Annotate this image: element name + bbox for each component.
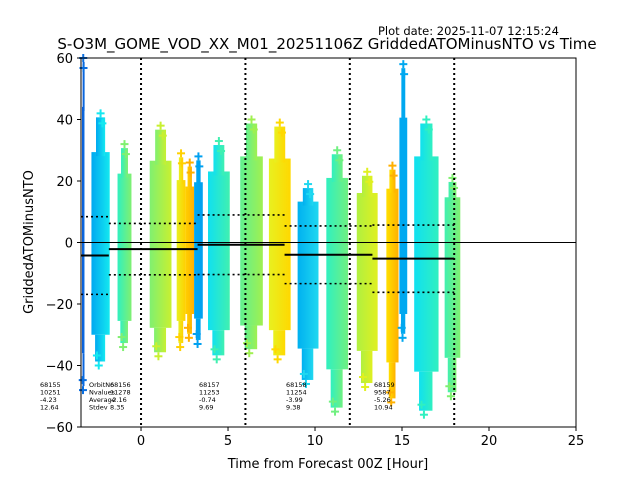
scatter-strip-tail — [401, 68, 406, 122]
chart-title: S-O3M_GOME_VOD_XX_M01_20251106Z GriddedA… — [57, 35, 596, 54]
scatter-strip-tail — [187, 166, 192, 191]
scatter-strip — [326, 177, 349, 370]
scatter-strip — [297, 201, 319, 349]
scatter-strip — [356, 192, 378, 351]
x-axis-label: Time from Forecast 00Z [Hour] — [227, 457, 429, 472]
orbit-stat-value: 68155 — [40, 381, 61, 389]
orbit-stat-value: 11278 — [110, 389, 131, 397]
scatter-strip-tail — [178, 157, 184, 185]
scatter-strip — [240, 156, 263, 326]
scatter-strip-tail — [178, 320, 184, 344]
orbit-stat-value: -5.26 — [374, 396, 391, 404]
scatter-strip-tail — [448, 181, 457, 202]
stat-row-label: Average — [89, 396, 116, 404]
scatter-strip-tail — [388, 362, 396, 399]
orbit-stat-value: 12.64 — [40, 404, 59, 412]
orbit-stat-value: 11254 — [286, 389, 307, 397]
orbit-stat-value: -0.74 — [199, 396, 216, 404]
scatter-strip — [386, 188, 399, 363]
scatter-strip-tail — [96, 117, 106, 157]
scatter-strip-tail — [155, 129, 167, 165]
y-tick-label: −20 — [46, 298, 73, 313]
orbit-stat-value: 68156 — [110, 381, 131, 389]
scatter-strip-tail — [82, 62, 85, 111]
y-tick-label: 60 — [56, 52, 73, 67]
scatter-strip — [176, 180, 186, 321]
orbit-stat-value: 9.38 — [286, 404, 300, 412]
stat-row-label: OrbitNo — [89, 381, 114, 389]
scatter-strip — [444, 197, 461, 358]
scatter-strip — [399, 117, 408, 314]
scatter-strip-tail — [302, 188, 314, 206]
scatter-strip — [91, 152, 110, 335]
scatter-strip-tail — [360, 350, 373, 384]
y-tick-label: 20 — [56, 175, 73, 190]
x-tick-label: 15 — [394, 434, 411, 449]
orbit-stat-value: -4.23 — [40, 396, 57, 404]
orbit-stat-value: 68159 — [374, 381, 395, 389]
orbit-stat-value: -2.16 — [110, 396, 127, 404]
scatter-strip-tail — [245, 123, 258, 161]
scatter-strip-tail — [389, 169, 396, 193]
scatter-strip-tail — [447, 357, 457, 393]
orbit-stat-value: 68158 — [286, 381, 307, 389]
scatter-strip-tail — [361, 175, 373, 197]
scatter-strip-tail — [212, 330, 225, 356]
orbit-stat-value: 9.69 — [199, 404, 213, 412]
scatter-strip — [208, 171, 230, 331]
overlay-lines — [81, 58, 576, 427]
scatter-strip — [414, 156, 439, 372]
scatter-strip-tail — [121, 148, 128, 178]
orbit-stat-value: 9587 — [374, 389, 391, 397]
orbit-stat-value: 10251 — [40, 389, 61, 397]
scatter-strip-tail — [154, 327, 167, 353]
axes: 0 5 10 15 20 25 −60 −40 −20 0 20 40 60 — [46, 52, 585, 449]
stat-row-label: Nvalues — [89, 389, 116, 397]
scatter-strip-tail — [331, 154, 343, 182]
stat-row-label: Stdev — [89, 404, 108, 412]
scatter-strip-tail — [330, 369, 343, 408]
scatter-strip — [185, 186, 195, 314]
scatter-strip — [117, 173, 132, 321]
x-tick-label: 5 — [224, 434, 232, 449]
scatter-strip-tail — [195, 318, 201, 340]
y-tick-label: 0 — [65, 237, 73, 252]
x-tick-label: 10 — [307, 434, 324, 449]
x-tick-label: 25 — [568, 434, 585, 449]
scatter-strip-tail — [82, 353, 85, 387]
scatter-strip — [194, 182, 203, 319]
scatter-strip — [149, 160, 172, 328]
scatter-strip-tail — [95, 334, 106, 362]
y-tick-label: −60 — [46, 421, 73, 436]
scatter-strip-tail — [273, 330, 286, 356]
scatter-strip-tail — [196, 160, 201, 187]
orbit-stat-value: 68157 — [199, 381, 220, 389]
y-tick-label: 40 — [56, 114, 73, 129]
orbit-stat-value: 10.94 — [374, 404, 393, 412]
y-tick-label: −40 — [46, 360, 73, 375]
scatter-strip-tail — [274, 126, 286, 163]
y-axis-label: GriddedATOMinusNTO — [22, 170, 37, 314]
scatter-strip-tail — [400, 313, 406, 334]
orbit-stat-value: 11253 — [199, 389, 220, 397]
orbit-stat-value: 8.35 — [110, 404, 124, 412]
scatter-strip-tail — [187, 313, 192, 334]
scatter-strip-tail — [213, 145, 225, 176]
scatter-strip-tail — [120, 320, 128, 344]
x-tick-label: 20 — [481, 434, 498, 449]
plot-date: Plot date: 2025-11-07 12:15:24 — [378, 24, 559, 38]
scatter-strips — [78, 54, 461, 419]
scatter-strip — [82, 106, 85, 354]
x-tick-label: 0 — [137, 434, 145, 449]
orbit-stat-value: -3.99 — [286, 396, 303, 404]
scatter-strip-tail — [301, 348, 314, 380]
